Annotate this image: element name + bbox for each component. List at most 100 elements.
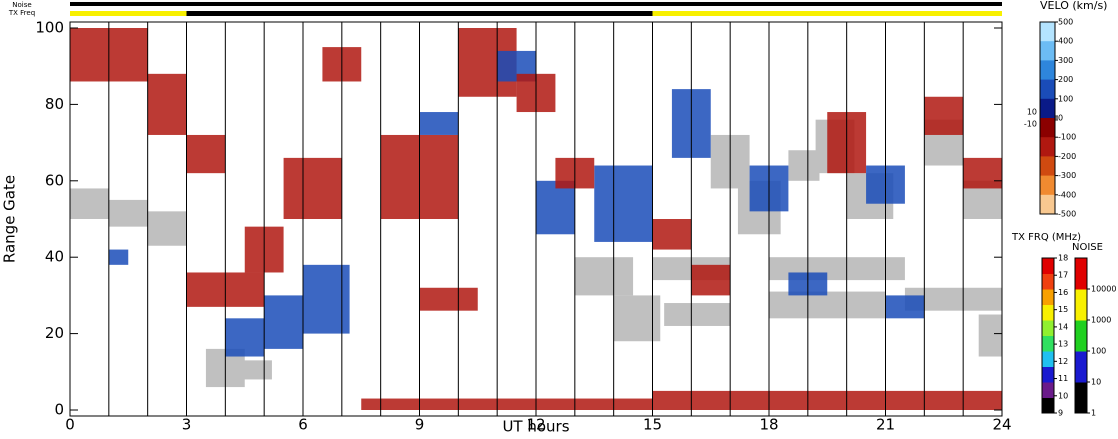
velo-tick-label: -400 <box>1058 190 1076 199</box>
velo-colorbar-band <box>1040 22 1055 42</box>
noise-tick-label: 1000 <box>1091 316 1111 325</box>
echo <box>419 112 459 135</box>
x-tick-label: 9 <box>415 416 425 434</box>
velo-colorbar-band <box>1040 98 1055 119</box>
velo-tick-label: 300 <box>1058 56 1073 65</box>
x-tick-label: 24 <box>992 416 1011 434</box>
velo-tick-label: -10 <box>1024 119 1037 128</box>
freq-colorbar-band <box>1042 351 1054 367</box>
freq-colorbar-band <box>1042 382 1054 398</box>
velo-colorbar-band <box>1040 156 1055 177</box>
freq-tick-label: 11 <box>1058 374 1068 383</box>
noise-tick-label: 10 <box>1091 378 1101 387</box>
x-tick-label: 21 <box>876 416 895 434</box>
noise-colorbar-band <box>1075 382 1087 414</box>
y-tick-label: 60 <box>45 171 64 189</box>
noise-tick-label: 1 <box>1091 409 1096 418</box>
ground-scatter <box>788 150 820 181</box>
x-tick-label: 18 <box>759 416 778 434</box>
ground-scatter <box>904 287 1002 311</box>
ground-scatter <box>147 211 187 246</box>
noise-colorbar-band <box>1075 351 1087 383</box>
freq-tick-label: 14 <box>1058 322 1068 331</box>
freq-tick-label: 10 <box>1058 391 1068 400</box>
ground-scatter <box>978 314 1002 357</box>
ground-scatter <box>236 360 272 380</box>
velo-tick-label: 10 <box>1027 108 1037 117</box>
freq-colorbar-band <box>1042 304 1054 321</box>
y-axis-label: Range Gate <box>1 175 19 263</box>
velo-tick-label: 0 <box>1058 114 1063 123</box>
echo <box>303 264 350 334</box>
echo <box>186 134 226 174</box>
freq-tick-label: 9 <box>1058 409 1063 418</box>
echo <box>419 287 478 311</box>
freq-colorbar-band <box>1042 320 1054 336</box>
echo <box>594 165 653 242</box>
noise-colorbar-frame <box>1074 257 1088 414</box>
echo <box>963 157 1002 189</box>
echo <box>361 398 653 410</box>
txfreq-bar <box>652 11 1002 16</box>
noise-colorbar-band <box>1075 320 1087 352</box>
freq-tick-label: 16 <box>1058 288 1068 297</box>
velo-tick-label: 500 <box>1058 18 1073 27</box>
txfreq-label: TX Freq <box>8 9 35 17</box>
freq-tick-label: 13 <box>1058 340 1068 349</box>
velo-tick-label: 100 <box>1058 94 1073 103</box>
velo-tick-label: -500 <box>1058 210 1076 219</box>
echo <box>691 264 731 296</box>
freq-title: TX FRQ (MHz) <box>1011 232 1081 243</box>
velo-colorbar-band <box>1040 41 1055 61</box>
y-tick-label: 100 <box>35 19 64 37</box>
txfreq-bar <box>186 11 653 16</box>
freq-tick-label: 12 <box>1058 357 1068 366</box>
x-tick-label: 15 <box>643 416 662 434</box>
noise-label: Noise <box>12 1 31 9</box>
velo-tick-label: -300 <box>1058 171 1076 180</box>
velo-colorbar-band <box>1040 118 1055 138</box>
ground-scatter <box>108 199 148 227</box>
velo-colorbar-band <box>1040 137 1055 157</box>
echo <box>283 157 342 219</box>
velo-title: VELO (km/s) <box>1040 0 1107 12</box>
x-tick-label: 0 <box>65 416 75 434</box>
echo <box>108 249 129 265</box>
velo-colorbar-band <box>1040 60 1055 81</box>
ground-scatter <box>574 257 634 296</box>
freq-tick-label: 18 <box>1058 254 1068 263</box>
echo <box>264 295 303 349</box>
x-tick-label: 12 <box>526 416 545 434</box>
noise-tick-label: 10000 <box>1091 285 1116 294</box>
echo <box>536 180 575 235</box>
echo <box>147 73 187 135</box>
noise-colorbar-band <box>1075 289 1087 321</box>
x-tick-label: 3 <box>182 416 192 434</box>
y-tick-label: 80 <box>45 95 64 113</box>
freq-colorbar-band <box>1042 366 1054 383</box>
echo <box>885 295 925 319</box>
echo <box>652 390 1002 410</box>
velo-tick-label: -100 <box>1058 133 1076 142</box>
ground-scatter <box>613 295 661 342</box>
x-tick-label: 6 <box>298 416 308 434</box>
freq-colorbar-band <box>1042 258 1054 274</box>
noise-title: NOISE <box>1072 242 1103 253</box>
freq-tick-label: 17 <box>1058 271 1068 280</box>
ground-scatter <box>70 188 109 219</box>
echo <box>225 318 265 357</box>
freq-colorbar-band <box>1042 273 1054 290</box>
velo-tick-label: 400 <box>1058 37 1073 46</box>
echo <box>924 96 964 135</box>
freq-colorbar-band <box>1042 289 1054 305</box>
y-tick-label: 40 <box>45 248 64 266</box>
noise-tick-label: 100 <box>1091 347 1106 356</box>
noise-colorbar-band <box>1075 258 1087 290</box>
velo-colorbar-band <box>1040 79 1055 100</box>
txfreq-bar <box>70 11 187 16</box>
y-tick-label: 0 <box>54 401 64 419</box>
ground-scatter <box>664 303 731 326</box>
echo <box>652 219 692 250</box>
ground-scatter <box>769 291 886 319</box>
